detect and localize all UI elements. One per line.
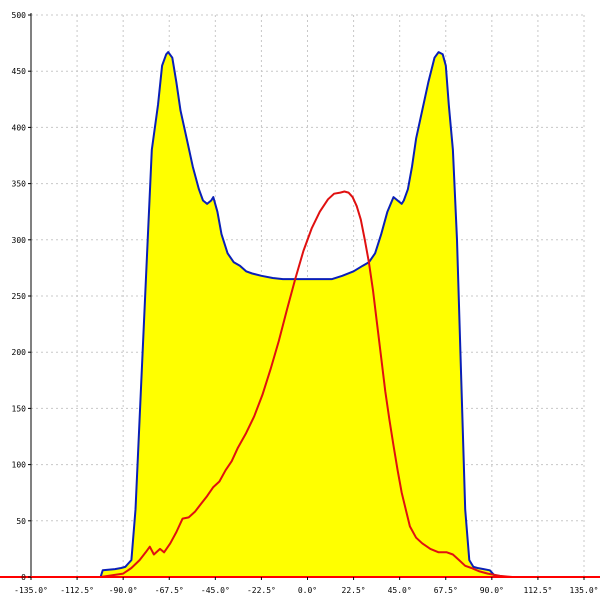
y-tick-label: 0	[21, 573, 26, 582]
axes	[0, 13, 600, 580]
x-tick-label: 22.5°	[342, 586, 366, 595]
series-2-line	[100, 190, 517, 578]
x-tick-label: -112.5°	[60, 586, 94, 595]
x-tick-label: 112.5°	[523, 586, 552, 595]
y-tick-label: 50	[16, 517, 26, 526]
y-tick-label: 100	[12, 461, 27, 470]
y-tick-label: 400	[12, 123, 27, 132]
line-layer	[99, 51, 517, 578]
x-tick-label: -45.0°	[201, 586, 230, 595]
y-tick-label: 300	[12, 236, 27, 245]
y-tick-label: 150	[12, 404, 27, 413]
x-tick-label: 67.5°	[434, 586, 458, 595]
x-tick-label: 90.0°	[480, 586, 504, 595]
x-tick-label: -90.0°	[109, 586, 138, 595]
series-1-line	[99, 51, 517, 578]
y-tick-label: 250	[12, 292, 27, 301]
x-tick-label: 0.0°	[298, 586, 317, 595]
x-tick-label: -135.0°	[14, 586, 48, 595]
area-layer	[100, 52, 517, 578]
series-1-area	[100, 52, 517, 578]
tick-labels: 0 50 100 150 200 250 300 350 400 450 500 -135.0° -11…	[12, 11, 599, 595]
x-tick-label: -67.5°	[155, 586, 184, 595]
x-tick-label: 45.0°	[388, 586, 412, 595]
y-tick-label: 500	[12, 11, 27, 20]
x-tick-label: 135.0°	[570, 586, 599, 595]
y-tick-label: 350	[12, 180, 27, 189]
y-tick-label: 200	[12, 348, 27, 357]
x-tick-label: -22.5°	[247, 586, 276, 595]
y-tick-label: 450	[12, 67, 27, 76]
